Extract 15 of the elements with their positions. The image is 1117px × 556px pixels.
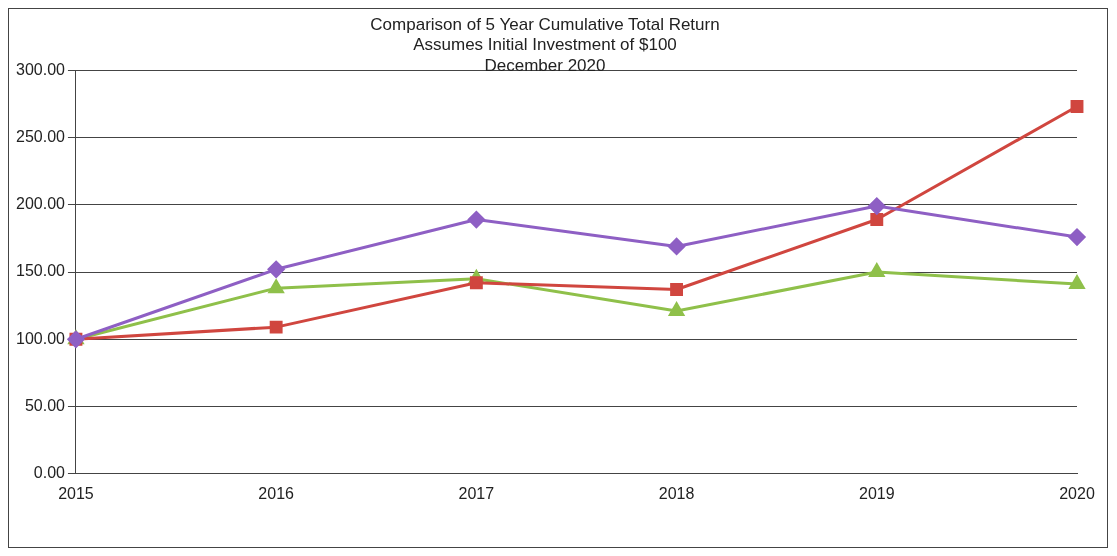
y-tick-label: 50.00 — [24, 396, 66, 414]
x-tick-label: 2017 — [458, 484, 495, 502]
x-tick-label: 2016 — [258, 484, 295, 502]
x-tick-label: 2019 — [858, 484, 895, 502]
y-tick-label: 150.00 — [16, 262, 66, 280]
x-tick-label: 2018 — [658, 484, 695, 502]
y-tick-label: 100.00 — [16, 329, 66, 347]
chart-title: Comparison of 5 Year Cumulative Total Return — [370, 14, 720, 34]
chart-subtitle: Assumes Initial Investment of $100 December 2020 — [413, 35, 677, 75]
x-tick-label: 2020 — [1059, 484, 1095, 502]
y-tick-label: 300.00 — [16, 60, 66, 78]
y-tick-label: 250.00 — [16, 127, 66, 145]
y-tick-label: 0.00 — [33, 464, 66, 482]
x-tick-label: 2015 — [58, 484, 94, 502]
y-tick-label: 200.00 — [16, 195, 66, 213]
